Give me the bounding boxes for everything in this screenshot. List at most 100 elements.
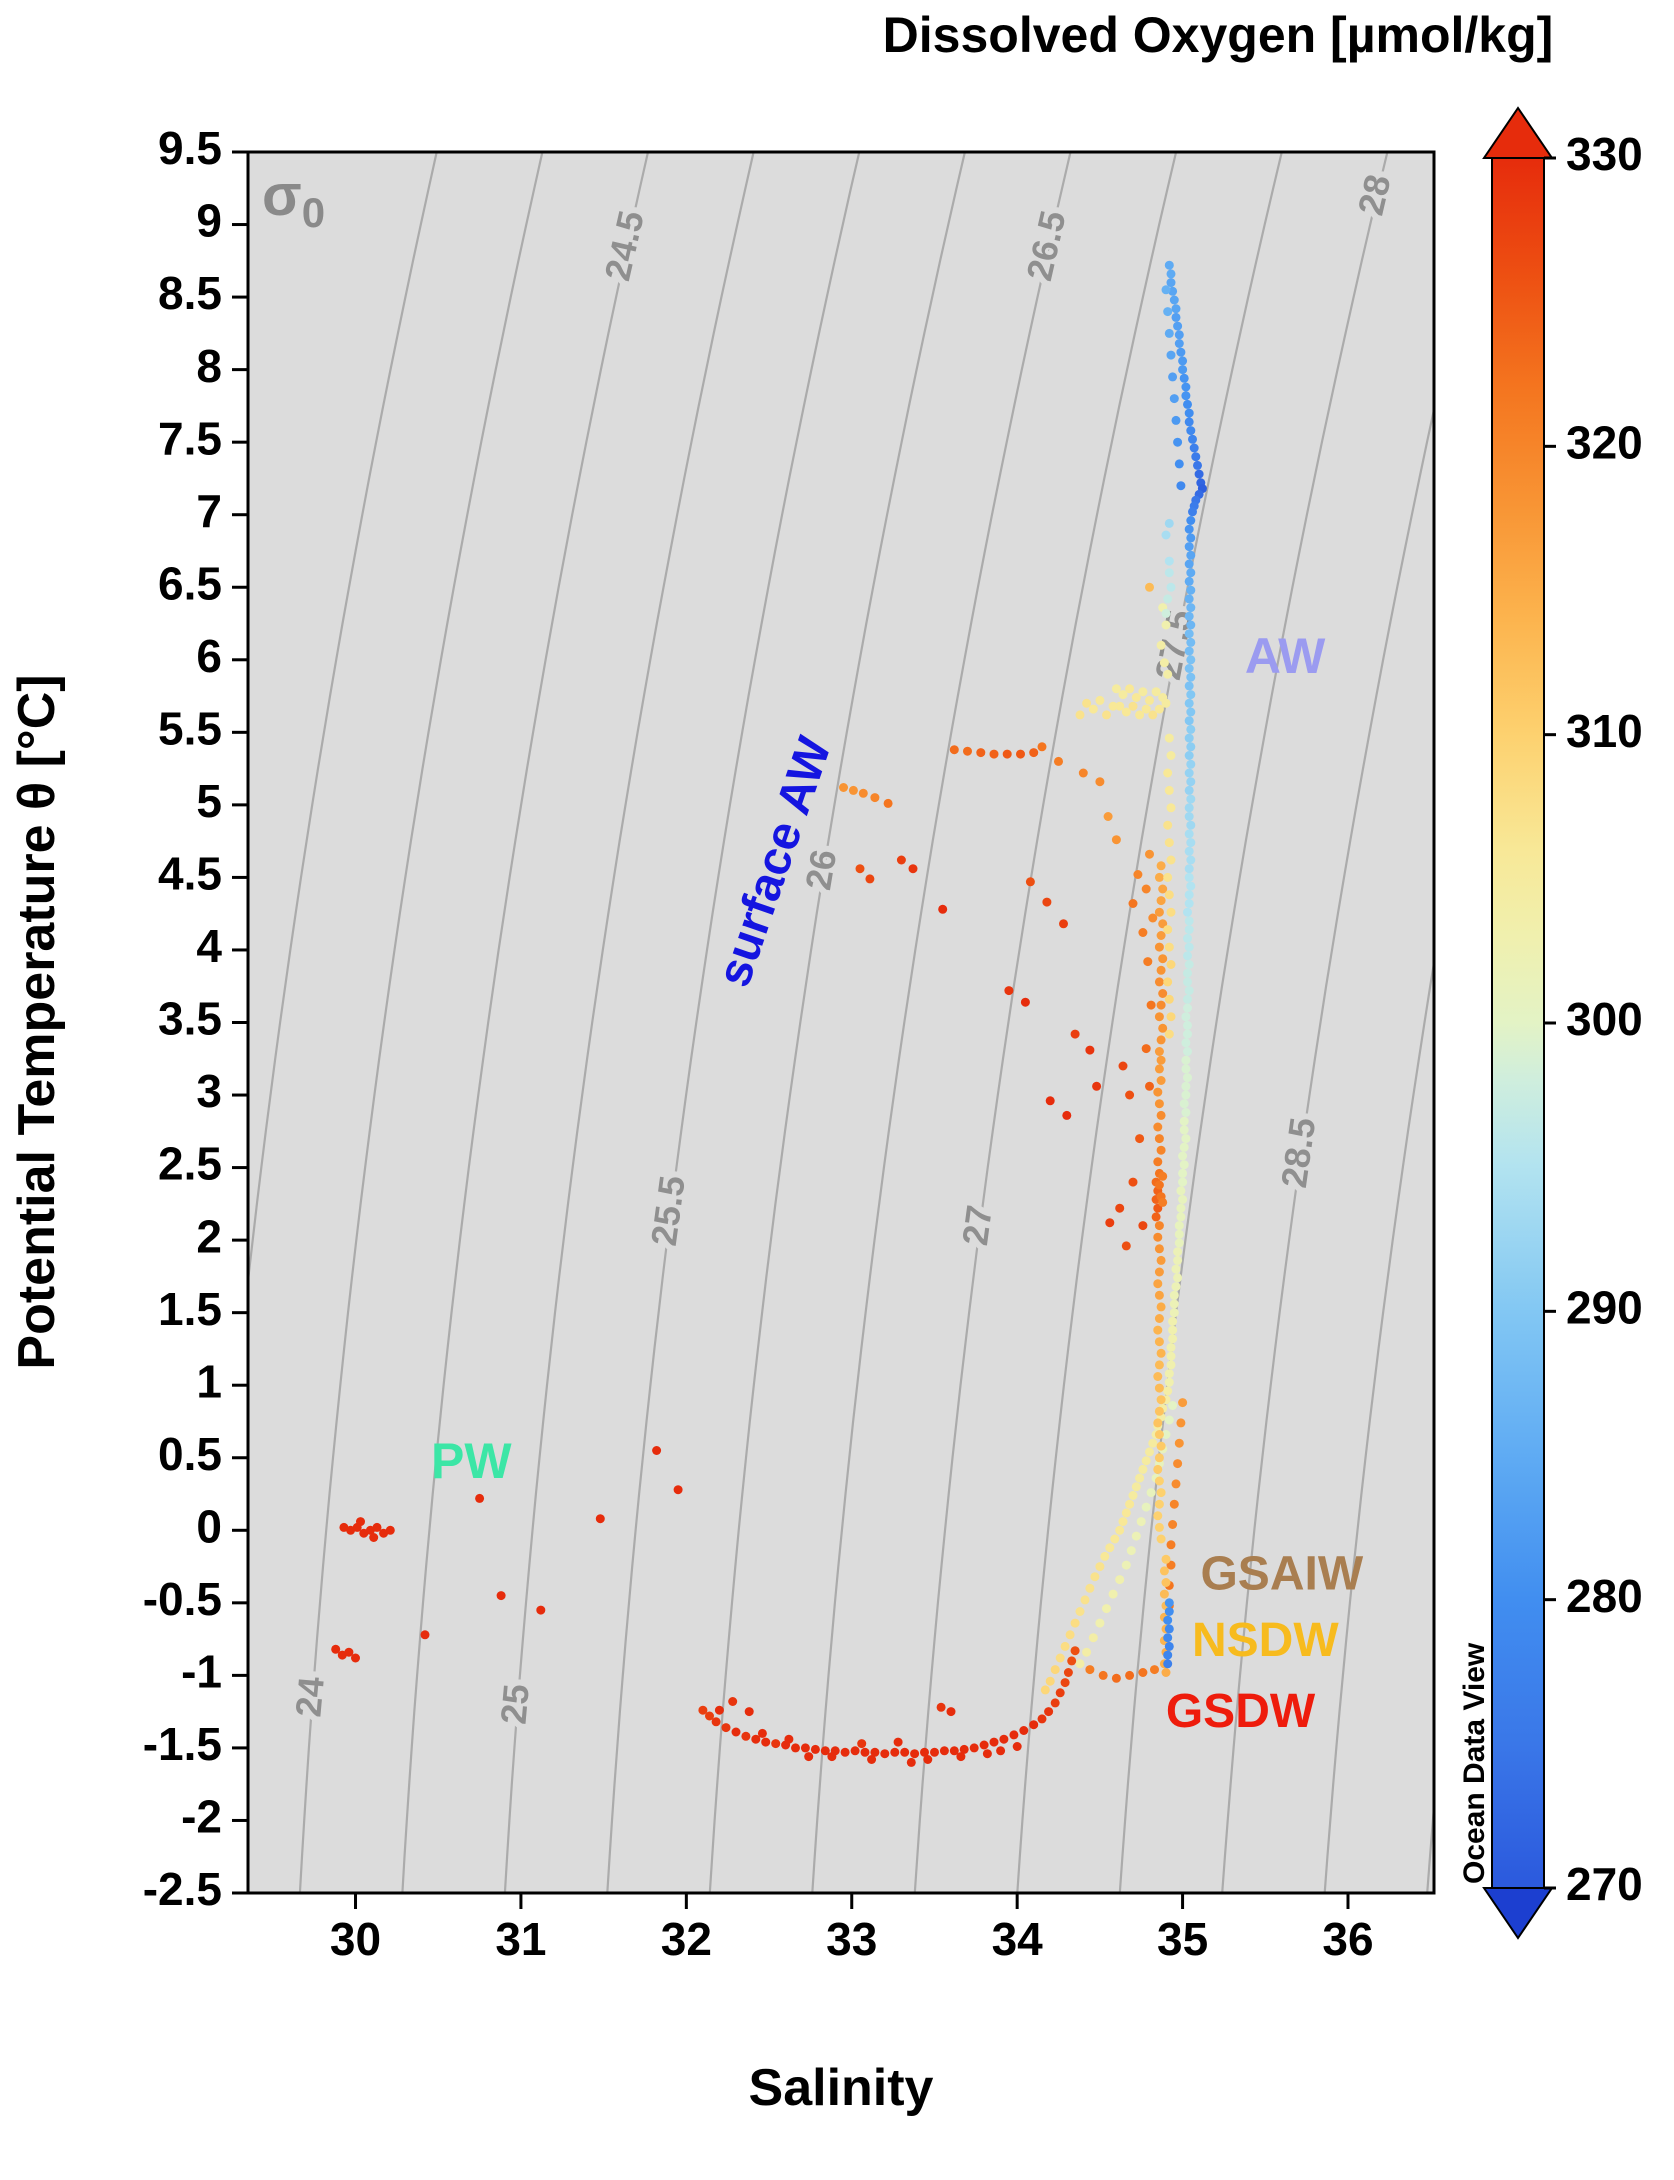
data-point (1179, 373, 1189, 383)
data-point (930, 1747, 939, 1757)
data-point (1168, 1334, 1178, 1344)
data-point (936, 1702, 946, 1712)
data-point (840, 1747, 850, 1757)
data-point (1154, 1134, 1164, 1144)
data-point (1156, 1076, 1166, 1085)
data-point (761, 1737, 771, 1747)
data-point (1154, 1180, 1164, 1190)
data-point (1075, 1659, 1085, 1669)
data-point (1154, 1290, 1164, 1300)
data-point (1141, 1044, 1151, 1054)
annotation-nsdw: NSDW (1192, 1614, 1339, 1667)
x-axis-tick-label: 31 (495, 1913, 546, 1965)
sigma-subscript: 0 (302, 189, 325, 236)
data-point (1168, 1325, 1178, 1335)
data-point (1156, 896, 1166, 906)
data-point (595, 1514, 605, 1524)
scatter-points-layer (331, 260, 1207, 1767)
data-point (1166, 1012, 1176, 1022)
data-point (1174, 1229, 1184, 1239)
data-point (1111, 835, 1121, 845)
data-point (1125, 684, 1135, 694)
data-point (1059, 919, 1068, 929)
data-point (1044, 1707, 1054, 1717)
data-point (1020, 997, 1030, 1007)
data-point (1184, 942, 1194, 952)
data-point (1153, 1122, 1163, 1132)
data-point (969, 1743, 979, 1753)
data-point (698, 1705, 708, 1715)
data-point (949, 745, 959, 755)
data-point (1154, 1064, 1164, 1074)
y-axis-tick-label: 2.5 (158, 1138, 222, 1190)
data-point (1150, 1665, 1159, 1675)
data-point (1183, 994, 1192, 1004)
data-point (1166, 803, 1176, 813)
data-point (1151, 687, 1161, 697)
y-axis-tick-label: -1 (181, 1646, 222, 1698)
data-point (1004, 986, 1014, 996)
data-point (1184, 408, 1194, 418)
data-point (1171, 304, 1181, 314)
y-axis-tick-label: 4 (196, 920, 222, 972)
data-point (1156, 640, 1166, 650)
data-point (791, 1743, 800, 1753)
data-point (1176, 1203, 1186, 1213)
data-point (1166, 269, 1176, 279)
data-point (1184, 768, 1194, 778)
colorbar-tick-label: 270 (1566, 1858, 1643, 1910)
data-point (1174, 1238, 1184, 1248)
data-point (1067, 1656, 1077, 1666)
data-point (1158, 1197, 1168, 1207)
data-point (1183, 1003, 1192, 1013)
data-point (1095, 1562, 1105, 1572)
data-point (865, 874, 875, 884)
y-axis-tick-label: -1.5 (143, 1718, 222, 1770)
data-point (1154, 1267, 1164, 1277)
data-point (880, 1749, 890, 1759)
colorbar-gradient-bar (1491, 157, 1545, 1889)
data-point (1186, 426, 1196, 436)
data-point (771, 1739, 781, 1749)
data-point (1184, 594, 1194, 604)
data-point (1164, 1624, 1174, 1634)
data-point (1184, 716, 1194, 726)
data-point (1156, 1035, 1166, 1045)
y-axis-tick-label: 0.5 (158, 1428, 222, 1480)
data-point (1153, 1464, 1163, 1474)
data-point (1164, 518, 1174, 528)
data-point (1186, 794, 1196, 804)
data-point (1186, 533, 1196, 543)
data-point (1060, 1641, 1070, 1651)
data-point (1169, 1299, 1179, 1309)
y-axis-tick-label: 5 (196, 775, 222, 827)
data-point (1158, 954, 1168, 964)
data-point (536, 1605, 546, 1615)
data-point (1088, 1633, 1098, 1643)
data-point (1131, 693, 1141, 702)
data-point (1184, 812, 1194, 821)
data-point (1156, 1395, 1166, 1405)
data-point (1183, 1020, 1192, 1030)
data-point (860, 1747, 870, 1757)
data-point (1181, 1055, 1191, 1065)
data-point (946, 1707, 956, 1717)
colorbar-tick-label: 280 (1566, 1570, 1643, 1622)
data-point (372, 1522, 382, 1532)
data-point (1159, 658, 1169, 668)
data-point (1037, 742, 1047, 752)
y-axis-tick-label: -2.5 (143, 1863, 222, 1915)
data-point (356, 1517, 365, 1527)
data-point (1186, 672, 1196, 682)
data-point (1164, 556, 1174, 566)
data-point (741, 1731, 751, 1741)
data-point (1184, 899, 1194, 908)
data-point (1173, 321, 1183, 331)
data-point (1042, 897, 1052, 907)
data-point (1186, 777, 1196, 787)
y-axis-tick-label: 9 (196, 195, 222, 247)
data-point (1156, 965, 1166, 975)
data-point (1143, 957, 1153, 967)
data-point (1148, 1438, 1158, 1448)
data-point (906, 1757, 916, 1767)
